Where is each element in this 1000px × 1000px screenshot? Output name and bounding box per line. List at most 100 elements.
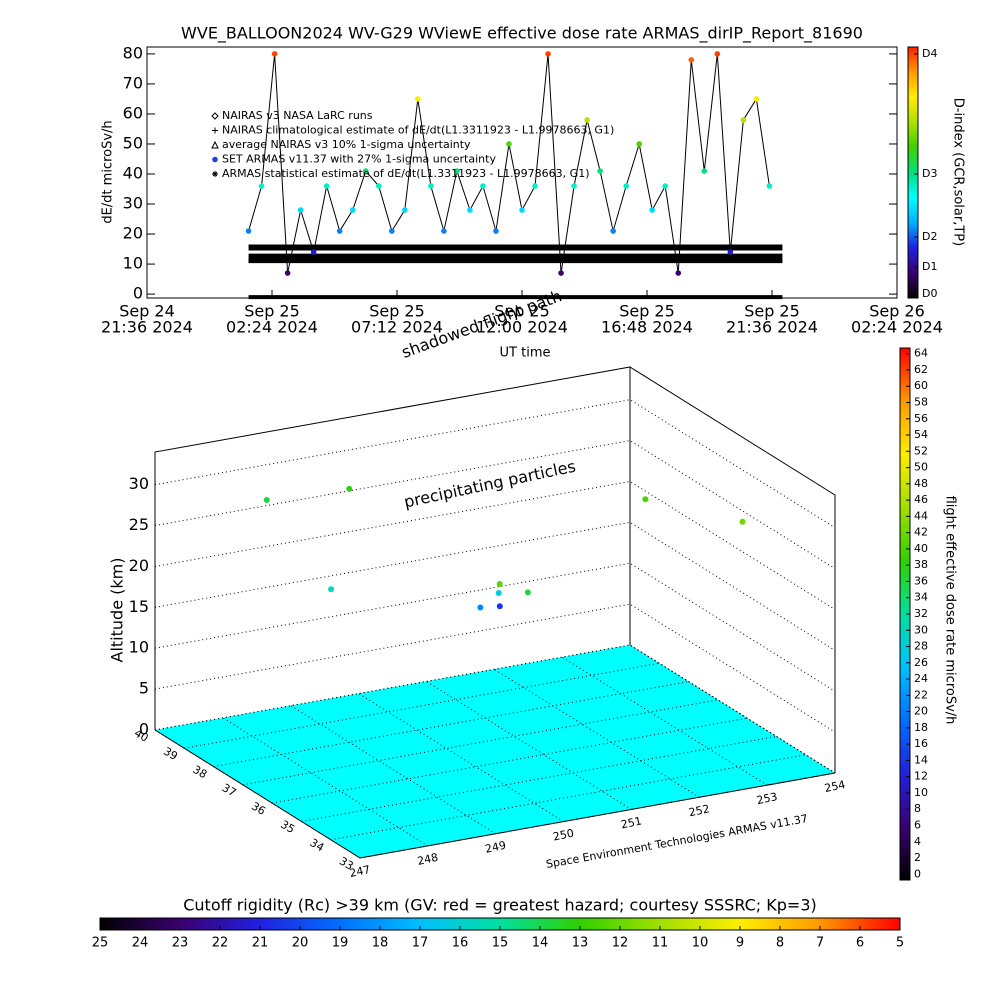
y-tick-label: 70: [123, 73, 143, 92]
x-tick-label: 21:36 2024: [726, 318, 818, 337]
x-tick-label: 248: [416, 851, 439, 868]
y-tick-label: 40: [132, 726, 151, 744]
colorbar-tick-label: 7: [816, 936, 824, 951]
data-point: [467, 207, 473, 213]
data-point: [428, 183, 434, 189]
data-point: [245, 228, 252, 234]
data-point: [597, 168, 603, 174]
legend-marker: [211, 140, 219, 149]
x-tick-label: Sep 24: [119, 302, 175, 321]
data-point: [519, 207, 525, 213]
data-point: [688, 57, 695, 63]
colorbar-tick-label: 14: [914, 753, 928, 766]
colorbar-tick-label: 62: [914, 363, 928, 376]
flight-point: [496, 581, 503, 588]
colorbar-tick-label: 42: [914, 526, 928, 539]
grid-line: [154, 480, 836, 610]
grid-line: [561, 656, 768, 786]
colorbar-tick-label: 56: [914, 412, 928, 425]
colorbar-tick-label: 8: [776, 936, 784, 951]
colorbar-tick-label: 6: [856, 936, 864, 951]
data-point: [740, 117, 747, 123]
data-point: [545, 51, 551, 57]
grid-line: [184, 662, 660, 749]
data-point: [388, 228, 395, 234]
flight-point: [328, 586, 335, 593]
colorbar-tick-label: 32: [914, 607, 928, 620]
data-point: [701, 168, 708, 174]
colorbar-tick-label: 17: [412, 936, 429, 951]
colorbar-tick-label: 24: [132, 936, 149, 951]
x-tick-label: Sep 25: [619, 302, 675, 321]
colorbar-tick-label: 28: [914, 640, 928, 653]
flight-point: [263, 496, 270, 503]
y-tick-label: 35: [278, 818, 297, 836]
x-tick-label: 247: [348, 863, 371, 880]
colorbar-tick-label: 54: [914, 428, 928, 441]
y-tick-label: 20: [123, 224, 143, 243]
colorbar-tick-label: 38: [914, 558, 928, 571]
colorbar-tick-label: 6: [914, 818, 921, 831]
colorbar-tick-label: 21: [252, 936, 269, 951]
floor: [155, 645, 835, 858]
colorbar-tick-label: D4: [922, 47, 937, 60]
data-point: [284, 270, 291, 276]
y-tick-label: 40: [123, 164, 143, 183]
grid-line: [358, 693, 564, 822]
colorbar-tick-label: D3: [922, 167, 937, 180]
grid-line: [301, 735, 777, 822]
y-tick-label: 0: [133, 284, 143, 303]
colorbar-tick-label: 48: [914, 477, 928, 490]
legend-label: NAIRAS climatological estimate of dE/dt(…: [222, 124, 614, 137]
data-point: [714, 51, 721, 57]
x-tick-label: 07:12 2024: [351, 318, 443, 337]
side-wall: [629, 366, 836, 773]
flight-point: [496, 603, 503, 610]
data-point: [480, 183, 486, 189]
colorbar-tick-label: 19: [332, 936, 349, 951]
z-tick-label: 20: [129, 556, 149, 575]
x-tick-label: Sep 25: [369, 302, 425, 321]
colorbar-tick-label: 22: [914, 688, 928, 701]
grid-line: [222, 717, 429, 847]
x-tick-label: 252: [688, 802, 711, 819]
colorbar-tick-label: D2: [922, 230, 937, 243]
data-point: [402, 207, 408, 213]
colorbar-label: D-index (GCR,solar,TP): [951, 98, 966, 246]
x-tick-label: 02:24 2024: [851, 318, 943, 337]
x-tick-label: 254: [823, 778, 846, 795]
y-tick-label: 10: [123, 254, 143, 273]
colorbar-tick-label: 5: [896, 936, 904, 951]
colorbar-tick-label: 10: [692, 936, 709, 951]
legend-label: SET ARMAS v11.37 with 27% 1-sigma uncert…: [222, 153, 496, 166]
colorbar-label: Cutoff rigidity (Rc) >39 km (GV: red = g…: [183, 896, 817, 915]
y-tick-label: 30: [123, 194, 143, 213]
x-tick-label: 251: [620, 814, 643, 831]
data-point: [636, 141, 642, 147]
y-tick-label: 33: [337, 854, 356, 872]
y-tick-label: 50: [123, 133, 143, 152]
colorbar-tick-label: 64: [914, 347, 928, 360]
x-tick-label: 253: [755, 790, 778, 807]
x-tick-label: Sep 25: [494, 302, 550, 321]
x-tick-label: 16:48 2024: [601, 318, 693, 337]
data-point: [362, 168, 369, 174]
colorbar-tick-label: 16: [914, 737, 928, 750]
data-point: [584, 117, 590, 123]
colorbar-tick-label: 24: [914, 672, 928, 685]
x-tick-label: 249: [484, 839, 507, 856]
y-tick-label: 36: [249, 800, 268, 818]
data-point: [610, 228, 616, 234]
legend-marker: [212, 156, 218, 163]
data-point: [297, 207, 304, 213]
y-tick-label: 34: [308, 836, 327, 854]
colorbar-tick-label: D0: [922, 287, 937, 300]
colorbar-tick-label: 12: [612, 936, 629, 951]
grid-line: [154, 521, 836, 651]
flight-point: [524, 589, 531, 596]
data-point: [336, 228, 343, 234]
grid-line: [154, 644, 631, 731]
z-tick-label: 5: [139, 679, 149, 698]
grid-line: [272, 717, 748, 804]
data-point: [454, 168, 460, 174]
